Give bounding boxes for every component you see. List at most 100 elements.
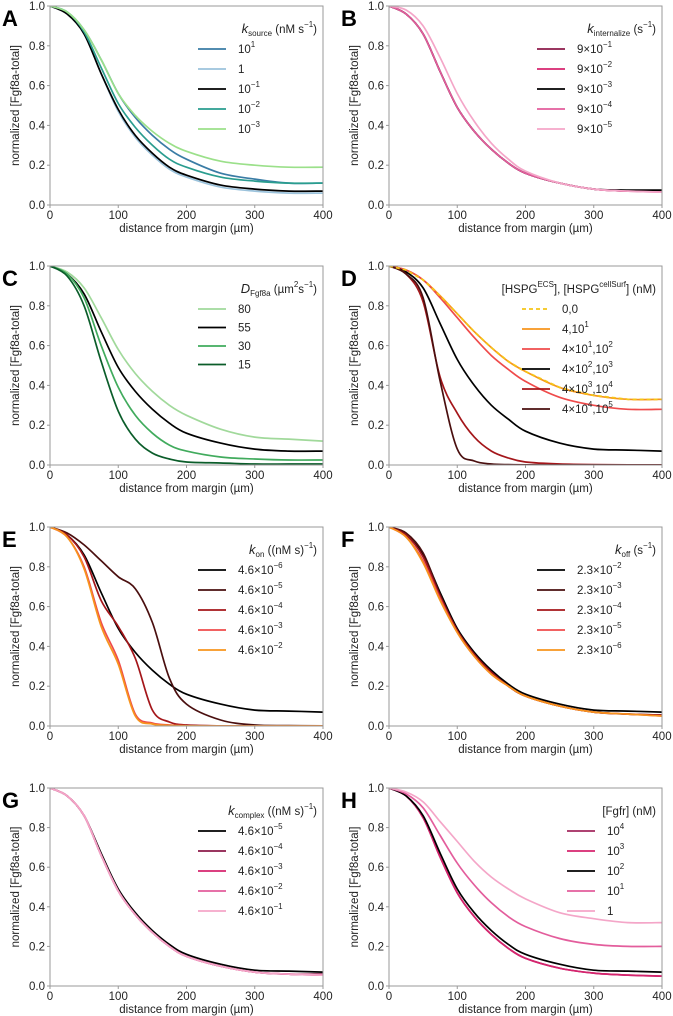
panel-d: D 0.0 0.2 0.4 0.6 0.8 1.0 0 100 200 300 400 distance…: [341, 261, 672, 495]
y-tick-label: 0.6: [368, 862, 384, 874]
x-tick-label: 100: [109, 210, 128, 222]
series-line-5: [50, 527, 323, 726]
x-axis-label: distance from margin (µm): [119, 223, 254, 235]
legend-label: 2.3×10−6: [577, 641, 622, 657]
legend-label: 4.6×10−4: [238, 842, 283, 858]
x-tick-label: 100: [448, 470, 467, 482]
x-axis-label: distance from margin (µm): [119, 483, 254, 495]
y-tick-label: 0.0: [368, 200, 384, 212]
x-axis-label: distance from margin (µm): [458, 744, 593, 756]
x-tick-label: 400: [652, 731, 671, 743]
y-tick-label: 0.0: [29, 981, 45, 993]
legend-label: 9×10−3: [577, 80, 613, 96]
series-line-5: [50, 6, 323, 169]
legend-label: 4×102,103: [562, 360, 613, 376]
y-tick-label: 0.4: [368, 380, 385, 392]
y-tick-label: 0.6: [368, 81, 384, 93]
series-group: [50, 266, 323, 465]
legend-title: [HSPGECS], [HSPGcellSurf] (nM): [502, 280, 657, 296]
legend-title: DFgf8a (µm2s−1): [241, 280, 317, 298]
legend-label: 2.3×10−3: [577, 581, 622, 597]
y-tick-label: 0.0: [29, 721, 45, 733]
y-tick-label: 0.0: [29, 460, 45, 472]
x-tick-label: 300: [584, 731, 603, 743]
x-tick-label: 0: [47, 470, 53, 482]
panel-letter: H: [341, 788, 357, 813]
x-tick-label: 400: [313, 731, 332, 743]
legend-label: 101: [607, 882, 625, 898]
x-tick-label: 400: [652, 470, 671, 482]
legend: ksource (nM s−1) 101 1 10−1 10−2 10−3: [198, 20, 317, 136]
x-tick-label: 300: [245, 991, 264, 1003]
legend-label: 104: [607, 822, 625, 838]
legend-label: 2.3×10−5: [577, 621, 622, 637]
legend-label: 103: [607, 842, 625, 858]
y-axis-label: normalized [Fgf8a-total]: [349, 305, 361, 426]
y-axis-label: normalized [Fgf8a-total]: [349, 827, 361, 948]
legend: koff (s−1) 2.3×10−2 2.3×10−3 2.3×10−4 2.3×10…: [537, 541, 656, 657]
x-tick-label: 200: [177, 731, 196, 743]
y-tick-label: 0.4: [29, 120, 46, 132]
y-tick-label: 0.8: [368, 41, 384, 53]
legend-label: 4.6×10−5: [238, 581, 283, 597]
y-axis-label: normalized [Fgf8a-total]: [10, 566, 22, 687]
panel-a: A 0.0 0.2 0.4 0.6 0.8 1.0 0 100 200 300 400 distance…: [2, 1, 333, 235]
legend-label: 9×10−1: [577, 40, 613, 56]
panel-letter: E: [2, 527, 17, 552]
y-tick-label: 0.6: [29, 862, 45, 874]
y-tick-label: 0.6: [29, 341, 45, 353]
x-tick-label: 200: [516, 991, 535, 1003]
legend-title: koff (s−1): [615, 541, 656, 559]
x-tick-label: 200: [516, 731, 535, 743]
legend-label: 2.3×10−2: [577, 561, 622, 577]
series-line-2: [389, 788, 662, 977]
y-tick-label: 1.0: [29, 1, 45, 13]
panel-letter: A: [2, 6, 18, 31]
legend-label: 4×103,104: [562, 380, 613, 396]
y-tick-label: 0.8: [29, 823, 45, 835]
series-line-5: [389, 788, 662, 924]
y-tick-label: 0.8: [29, 562, 45, 574]
legend-label: 55: [238, 323, 251, 335]
series-line-2: [50, 266, 323, 453]
x-tick-label: 300: [245, 470, 264, 482]
y-tick-label: 1.0: [368, 261, 384, 273]
x-tick-label: 200: [516, 210, 535, 222]
y-tick-label: 0.6: [29, 602, 45, 614]
y-tick-label: 0.0: [368, 460, 384, 472]
y-tick-label: 1.0: [29, 522, 45, 534]
y-tick-label: 0.2: [368, 420, 384, 432]
legend-label: 0,0: [562, 304, 578, 316]
y-tick-label: 0.4: [368, 902, 385, 914]
y-axis-label: normalized [Fgf8a-total]: [10, 305, 22, 426]
y-tick-label: 0.6: [368, 602, 384, 614]
legend-label: 4.6×10−6: [238, 561, 283, 577]
x-tick-label: 200: [177, 991, 196, 1003]
panel-c: C 0.0 0.2 0.4 0.6 0.8 1.0 0 100 200 300 400 distance…: [2, 261, 333, 495]
legend-label: 10−2: [238, 100, 260, 116]
series-line-3: [389, 788, 662, 973]
y-tick-label: 0.8: [368, 823, 384, 835]
y-tick-label: 0.6: [368, 341, 384, 353]
panel-letter: D: [341, 266, 357, 291]
panel-b: B 0.0 0.2 0.4 0.6 0.8 1.0 0 100 200 300 400 distance…: [341, 1, 672, 235]
y-tick-label: 0.8: [29, 301, 45, 313]
x-axis-label: distance from margin (µm): [119, 744, 254, 756]
series-group: [389, 6, 662, 193]
y-tick-label: 0.4: [29, 641, 46, 653]
legend-label: 4.6×10−2: [238, 641, 283, 657]
panel-letter: F: [341, 527, 354, 552]
legend-label: 4.6×10−4: [238, 601, 283, 617]
y-axis-label: normalized [Fgf8a-total]: [10, 827, 22, 948]
series-group: [389, 527, 662, 717]
y-tick-label: 0.2: [368, 941, 384, 953]
series-line-1: [389, 527, 662, 713]
y-tick-label: 0.2: [368, 160, 384, 172]
legend-title: ksource (nM s−1): [242, 20, 318, 38]
y-axis-label: normalized [Fgf8a-total]: [10, 45, 22, 166]
panel-letter: B: [341, 6, 357, 31]
y-tick-label: 0.0: [368, 721, 384, 733]
series-line-dashed-overlay: [389, 266, 662, 401]
panel-f: F 0.0 0.2 0.4 0.6 0.8 1.0 0 100 200 300 400 distance…: [341, 522, 672, 756]
x-tick-label: 100: [109, 470, 128, 482]
